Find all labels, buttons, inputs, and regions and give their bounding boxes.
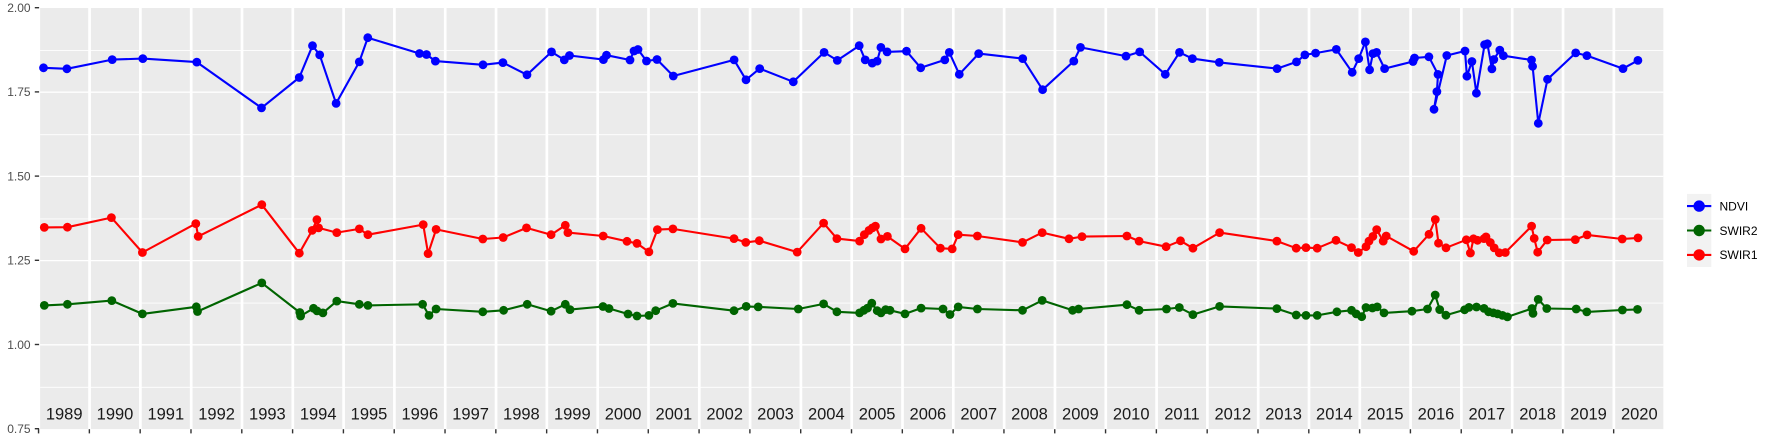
svg-text:1990: 1990	[97, 406, 134, 424]
svg-text:SWIR2: SWIR2	[1720, 224, 1758, 238]
svg-text:2008: 2008	[1011, 406, 1048, 424]
svg-text:2010: 2010	[1113, 406, 1150, 424]
svg-text:1997: 1997	[452, 406, 489, 424]
svg-text:SWIR1: SWIR1	[1720, 248, 1758, 262]
svg-text:1.00: 1.00	[7, 338, 31, 352]
svg-text:1.25: 1.25	[7, 254, 31, 268]
svg-text:2014: 2014	[1316, 406, 1353, 424]
svg-text:2012: 2012	[1214, 406, 1251, 424]
svg-text:1995: 1995	[351, 406, 388, 424]
svg-text:0.75: 0.75	[7, 422, 31, 436]
svg-text:1993: 1993	[249, 406, 286, 424]
svg-text:2003: 2003	[757, 406, 794, 424]
svg-text:1.50: 1.50	[7, 169, 31, 183]
svg-text:1989: 1989	[46, 406, 83, 424]
svg-text:2013: 2013	[1265, 406, 1302, 424]
svg-text:2020: 2020	[1621, 406, 1658, 424]
svg-text:2005: 2005	[859, 406, 896, 424]
svg-text:1994: 1994	[300, 406, 337, 424]
svg-text:2016: 2016	[1418, 406, 1455, 424]
svg-text:2.00: 2.00	[7, 1, 31, 15]
svg-text:2007: 2007	[960, 406, 997, 424]
svg-text:1991: 1991	[147, 406, 184, 424]
svg-text:2009: 2009	[1062, 406, 1099, 424]
svg-text:2019: 2019	[1570, 406, 1607, 424]
svg-text:2004: 2004	[808, 406, 845, 424]
svg-text:2002: 2002	[706, 406, 743, 424]
svg-text:1998: 1998	[503, 406, 540, 424]
svg-text:2001: 2001	[656, 406, 693, 424]
svg-text:1996: 1996	[401, 406, 438, 424]
svg-text:2015: 2015	[1367, 406, 1404, 424]
svg-text:1992: 1992	[198, 406, 235, 424]
svg-text:2000: 2000	[605, 406, 642, 424]
svg-text:2006: 2006	[910, 406, 947, 424]
svg-text:NDVI: NDVI	[1720, 199, 1749, 213]
svg-text:1.75: 1.75	[7, 85, 31, 99]
svg-text:2011: 2011	[1164, 406, 1199, 424]
svg-text:2017: 2017	[1468, 406, 1505, 424]
svg-text:1999: 1999	[554, 406, 591, 424]
svg-text:2018: 2018	[1519, 406, 1556, 424]
